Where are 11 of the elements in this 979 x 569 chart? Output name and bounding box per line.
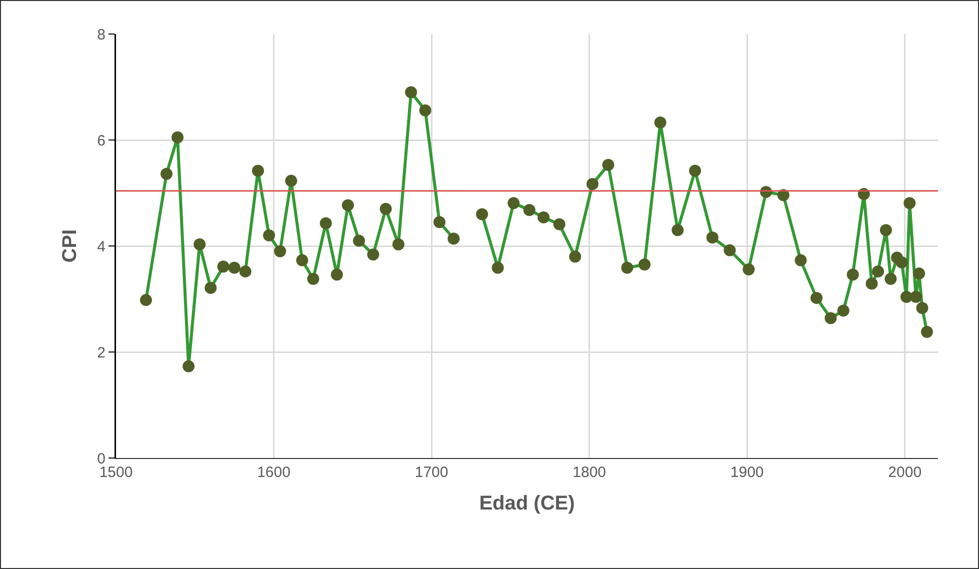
x-tick-label: 1700 <box>414 464 448 481</box>
x-tick-label: 1600 <box>257 464 290 481</box>
y-tick-label: 6 <box>97 132 106 150</box>
x-tick-label: 1900 <box>730 464 764 481</box>
x-tick-label: 1800 <box>572 464 606 481</box>
y-axis-title: CPI <box>58 229 81 263</box>
y-tick-label: 8 <box>97 26 106 44</box>
y-tick-label: 4 <box>97 238 106 256</box>
x-tick-label: 2000 <box>888 464 922 481</box>
x-axis-title: Edad (CE) <box>479 492 575 514</box>
y-tick-label: 2 <box>97 344 106 362</box>
